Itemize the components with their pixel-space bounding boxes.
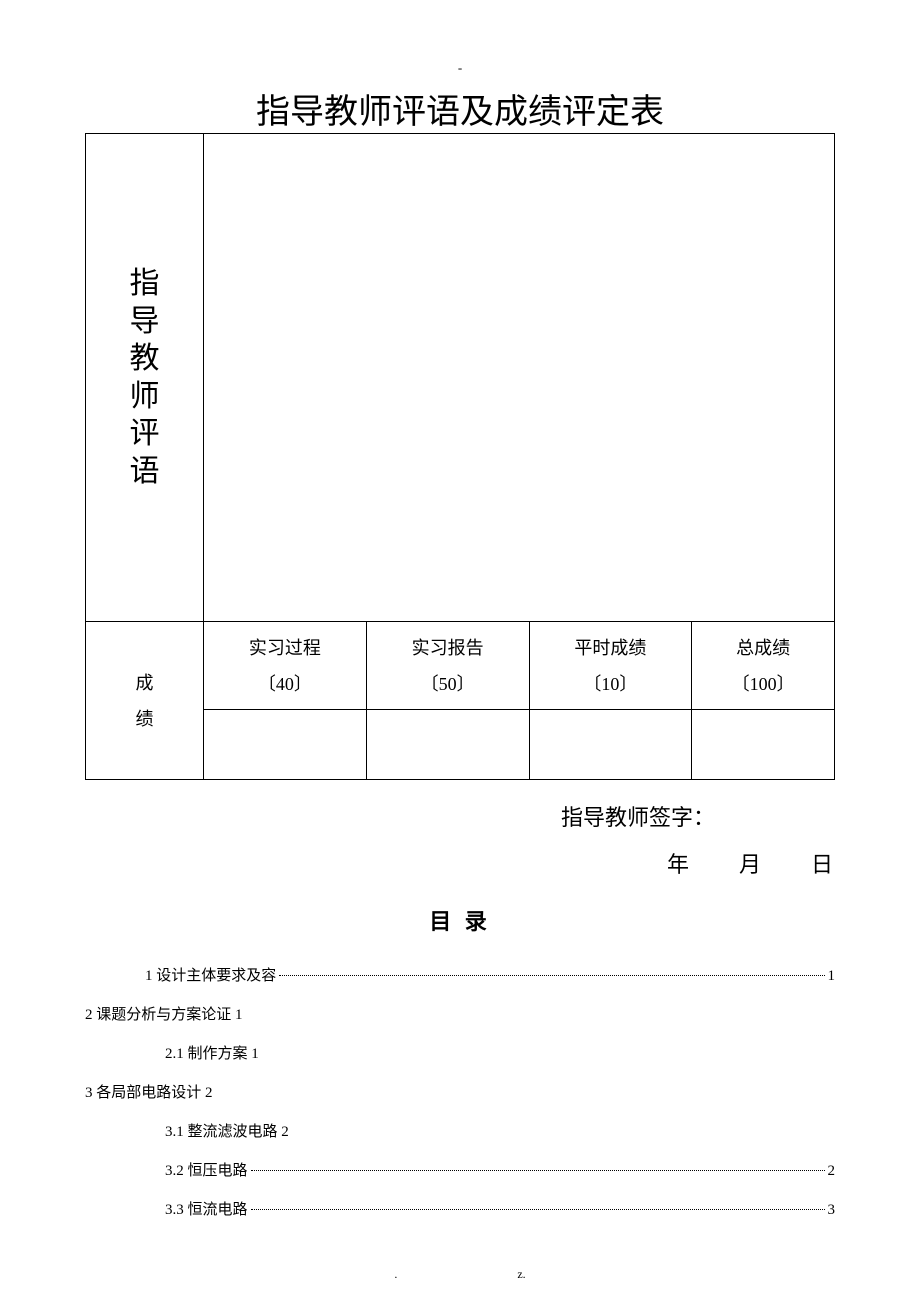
score-value: [529, 710, 692, 780]
score-col-weight: 〔100〕: [692, 666, 834, 702]
label-char: 导: [130, 303, 160, 341]
score-col-header: 实习报告 〔50〕: [366, 622, 529, 710]
score-col-weight: 〔40〕: [204, 666, 366, 702]
label-char: 评: [130, 415, 160, 453]
toc-text: 3.2 恒压电路: [165, 1161, 248, 1182]
label-char: 教: [130, 340, 160, 378]
evaluation-table: 指 导 教 师 评 语 成 绩 实习过程 〔40〕 实习报告 〔50〕 平时成绩…: [85, 133, 835, 780]
toc-text: 1 设计主体要求及容: [145, 966, 276, 987]
score-col-weight: 〔10〕: [530, 666, 692, 702]
page-title: 指导教师评语及成绩评定表: [85, 84, 835, 133]
toc-page: 1: [828, 966, 836, 987]
toc-text: 2.1 制作方案 1: [165, 1044, 259, 1065]
signature-date: 年 月 日: [85, 847, 835, 879]
score-label-cell: 成 绩: [86, 622, 204, 780]
footer-left: .: [394, 1267, 397, 1282]
comment-label-cell: 指 导 教 师 评 语: [86, 134, 204, 622]
toc-text: 2 课题分析与方案论证 1: [85, 1005, 243, 1026]
score-value: [204, 710, 367, 780]
toc-entry: 3.3 恒流电路 3: [85, 1200, 835, 1221]
score-header-row: 成 绩 实习过程 〔40〕 实习报告 〔50〕 平时成绩 〔10〕 总成绩 〔1…: [86, 622, 835, 710]
comment-area: [204, 134, 835, 622]
label-char: 语: [130, 453, 160, 491]
toc-entry: 3.1 整流滤波电路 2: [85, 1122, 835, 1143]
toc-text: 3 各局部电路设计 2: [85, 1083, 213, 1104]
toc-list: 1 设计主体要求及容 1 2 课题分析与方案论证 1 2.1 制作方案 1 3 各局部电…: [85, 966, 835, 1221]
toc-entry: 1 设计主体要求及容 1: [85, 966, 835, 987]
score-col-header: 实习过程 〔40〕: [204, 622, 367, 710]
toc-title: 目 录: [85, 904, 835, 936]
toc-page: 3: [828, 1200, 836, 1221]
score-col-header: 总成绩 〔100〕: [692, 622, 835, 710]
signature-label: 指导教师签字：: [85, 800, 835, 832]
score-col-name: 实习报告: [367, 630, 529, 666]
comment-label: 指 导 教 师 评 语: [86, 265, 203, 490]
footer-right: z.: [517, 1267, 525, 1282]
toc-dots: [279, 975, 824, 976]
header-marker: -: [85, 60, 835, 76]
page-footer: . z.: [0, 1267, 920, 1282]
score-value: [366, 710, 529, 780]
toc-text: 3.1 整流滤波电路 2: [165, 1122, 289, 1143]
score-col-name: 总成绩: [692, 630, 834, 666]
score-col-name: 实习过程: [204, 630, 366, 666]
toc-entry: 3 各局部电路设计 2: [85, 1083, 835, 1104]
comment-row: 指 导 教 师 评 语: [86, 134, 835, 622]
toc-entry: 2 课题分析与方案论证 1: [85, 1005, 835, 1026]
toc-text: 3.3 恒流电路: [165, 1200, 248, 1221]
label-char: 师: [130, 378, 160, 416]
score-col-name: 平时成绩: [530, 630, 692, 666]
toc-page: 2: [828, 1161, 836, 1182]
toc-dots: [251, 1170, 825, 1171]
score-col-header: 平时成绩 〔10〕: [529, 622, 692, 710]
score-value: [692, 710, 835, 780]
score-label-1: 成: [86, 665, 203, 701]
label-char: 指: [130, 265, 160, 303]
score-col-weight: 〔50〕: [367, 666, 529, 702]
score-label-2: 绩: [86, 701, 203, 737]
toc-entry: 2.1 制作方案 1: [85, 1044, 835, 1065]
toc-dots: [251, 1209, 825, 1210]
toc-entry: 3.2 恒压电路 2: [85, 1161, 835, 1182]
